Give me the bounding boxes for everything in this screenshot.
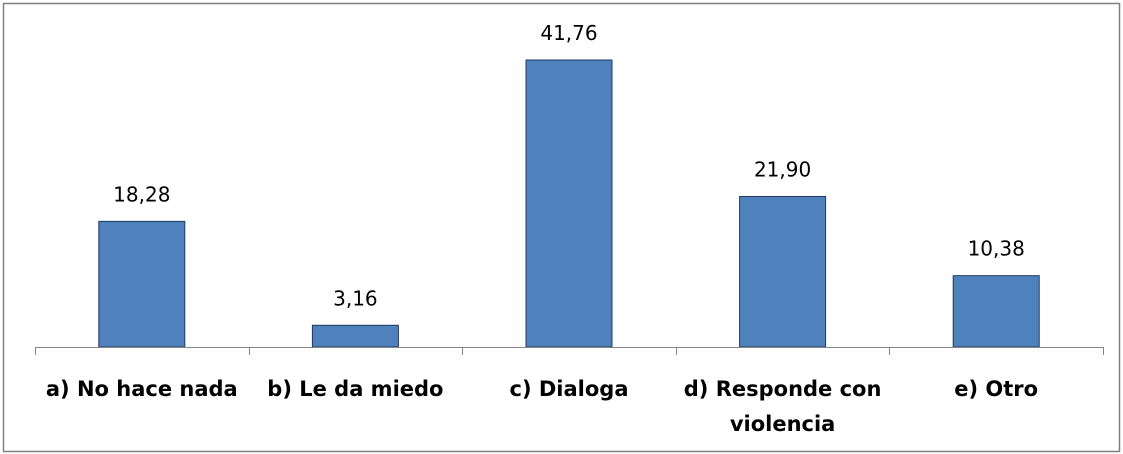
bar xyxy=(98,220,186,348)
bar xyxy=(739,195,827,348)
value-label: 10,38 xyxy=(968,237,1025,261)
bar xyxy=(525,59,613,348)
bar xyxy=(311,324,399,348)
value-label: 3,16 xyxy=(333,286,378,310)
x-tick-label: c) Dialoga xyxy=(509,377,629,401)
x-tick-label: e) Otro xyxy=(954,377,1039,401)
value-label: 21,90 xyxy=(754,157,811,181)
value-label: 41,76 xyxy=(540,21,597,45)
value-label: 18,28 xyxy=(113,182,170,206)
x-tick-label: a) No hace nada xyxy=(45,377,238,401)
bar xyxy=(952,275,1040,348)
x-tick-label: d) Responde con violencia xyxy=(683,377,882,436)
x-tick-label: b) Le da miedo xyxy=(267,377,444,401)
